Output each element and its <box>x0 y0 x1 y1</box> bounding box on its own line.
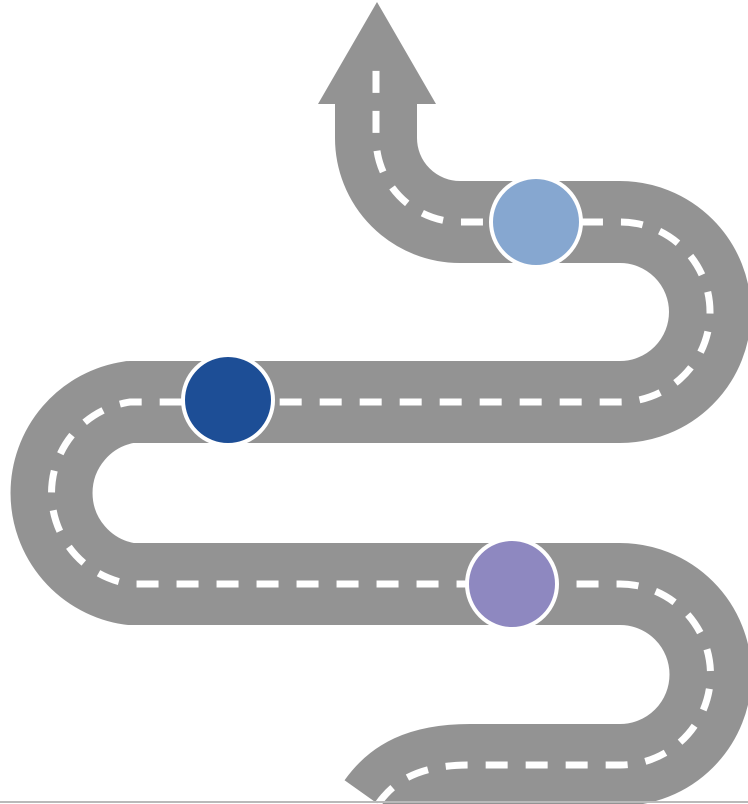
road <box>10 96 748 804</box>
milestone-marker-lower <box>465 537 559 631</box>
milestone-marker-middle <box>181 353 275 447</box>
up-arrow-icon <box>318 2 436 104</box>
milestone-marker-upper <box>489 175 583 269</box>
lane-marking <box>48 70 714 804</box>
